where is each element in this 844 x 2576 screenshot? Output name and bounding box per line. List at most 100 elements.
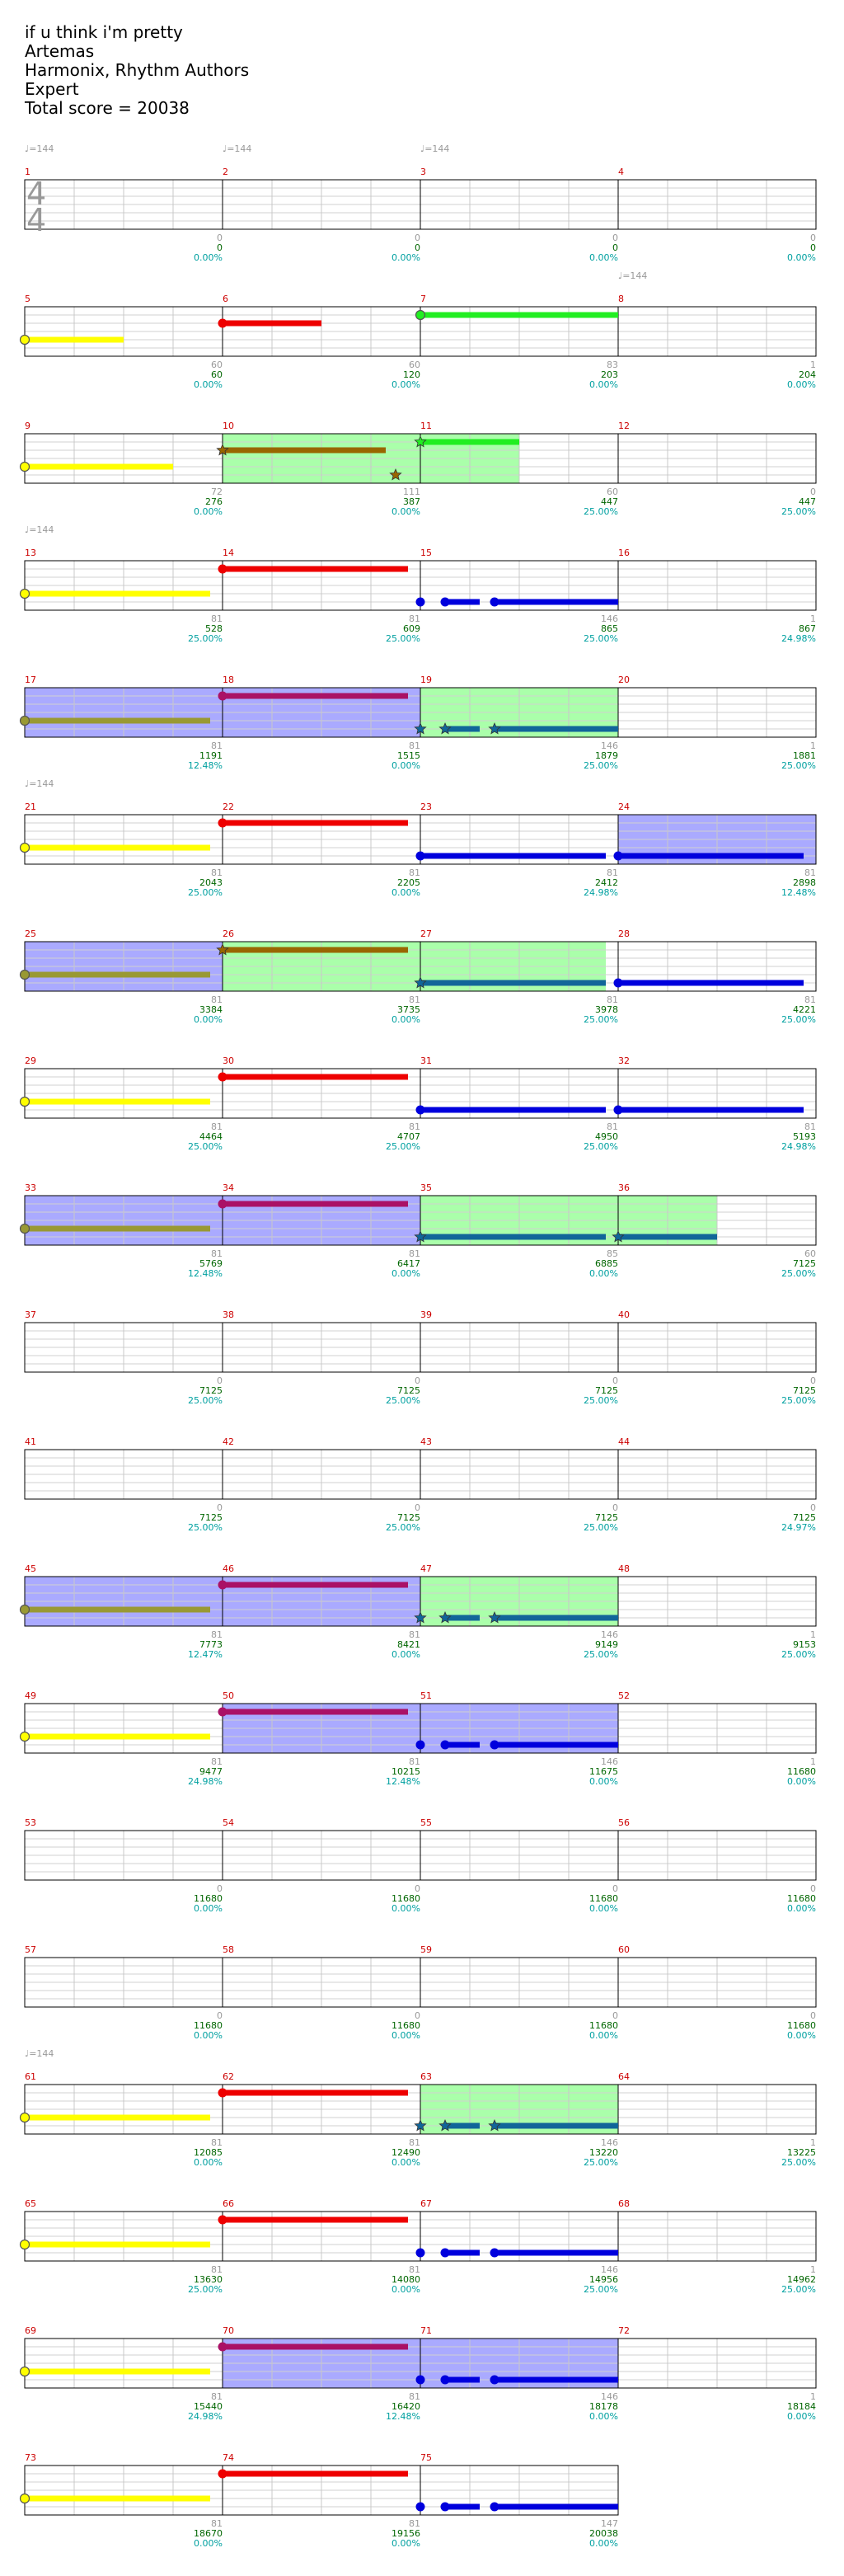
percentage: 25.00% <box>584 506 618 517</box>
measure-number: 34 <box>223 1182 234 1193</box>
percentage: 0.00% <box>392 1014 420 1025</box>
measure-gain: 0 <box>810 1375 816 1386</box>
measure-number: 27 <box>420 928 432 939</box>
staff-border <box>24 941 817 992</box>
measure-gain: 0 <box>217 1883 223 1894</box>
measure-gain: 146 <box>601 613 618 624</box>
percentage: 0.00% <box>392 1903 420 1914</box>
measure-gain: 0 <box>612 1502 618 1513</box>
measure-gain: 146 <box>601 1629 618 1640</box>
cumulative-score: 2412 <box>595 877 618 888</box>
measure-gain: 0 <box>415 1502 420 1513</box>
cumulative-score: 12490 <box>392 2147 420 2158</box>
percentage: 0.00% <box>787 2411 816 2422</box>
measure-gain: 1 <box>810 740 816 751</box>
note-head <box>490 1740 499 1750</box>
note-head <box>19 588 30 599</box>
cumulative-score: 447 <box>799 496 816 507</box>
cumulative-score: 276 <box>205 496 223 507</box>
measure-gain: 81 <box>804 1121 816 1132</box>
staff-border <box>24 1830 817 1881</box>
percentage: 0.00% <box>392 1649 420 1660</box>
cumulative-score: 4950 <box>595 1131 618 1142</box>
time-signature-top: 4 <box>26 176 46 212</box>
cumulative-score: 11680 <box>194 1893 223 1904</box>
percentage: 25.00% <box>188 1141 223 1152</box>
measure-number: 29 <box>25 1055 36 1066</box>
measure-gain: 81 <box>211 1629 223 1640</box>
percentage: 0.00% <box>787 2030 816 2041</box>
measure-number: 56 <box>618 1817 630 1828</box>
measure-gain: 0 <box>810 2010 816 2021</box>
cumulative-score: 3978 <box>595 1004 618 1015</box>
percentage: 0.00% <box>194 2030 223 2041</box>
measure-number: 30 <box>223 1055 234 1066</box>
measure-gain: 0 <box>217 1502 223 1513</box>
note-head <box>19 969 30 980</box>
cumulative-score: 0 <box>810 242 816 253</box>
note-head <box>19 461 30 472</box>
cumulative-score: 7125 <box>793 1385 816 1396</box>
note-head <box>613 978 623 988</box>
percentage: 25.00% <box>781 760 816 771</box>
measure-gain: 0 <box>810 233 816 243</box>
measure-gain: 81 <box>409 994 420 1005</box>
cumulative-score: 15440 <box>194 2401 223 2412</box>
measure-gain: 0 <box>612 2010 618 2021</box>
percentage: 25.00% <box>584 760 618 771</box>
measure-number: 72 <box>618 2325 630 2336</box>
measure-gain: 0 <box>415 2010 420 2021</box>
cumulative-score: 60 <box>211 369 223 380</box>
star-note <box>438 2118 452 2132</box>
measure-number: 10 <box>223 421 234 431</box>
measure-number: 37 <box>25 1309 36 1320</box>
percentage: 12.48% <box>386 1776 420 1787</box>
measure-gain: 81 <box>804 994 816 1005</box>
measure-number: 62 <box>223 2071 234 2082</box>
cumulative-score: 13225 <box>787 2147 816 2158</box>
measure-gain: 81 <box>409 867 420 878</box>
measure-gain: 0 <box>810 1883 816 1894</box>
measure-gain: 1 <box>810 2391 816 2402</box>
measure-number: 38 <box>223 1309 234 1320</box>
cumulative-score: 7125 <box>397 1512 420 1523</box>
note-head <box>440 2502 450 2512</box>
measure-gain: 81 <box>409 1629 420 1640</box>
staff-border <box>24 179 817 230</box>
note-head <box>415 851 425 861</box>
percentage: 25.00% <box>188 887 223 898</box>
staff-border <box>24 1576 817 1627</box>
cumulative-score: 7773 <box>199 1639 223 1650</box>
measure-number: 53 <box>25 1817 36 1828</box>
note-head <box>490 597 499 607</box>
percentage: 0.00% <box>787 252 816 263</box>
measure-gain: 81 <box>409 1121 420 1132</box>
measure-number: 1 <box>25 167 30 177</box>
measure-number: 70 <box>223 2325 234 2336</box>
measure-number: 52 <box>618 1690 630 1701</box>
note-head <box>218 1707 227 1717</box>
percentage: 0.00% <box>589 379 618 390</box>
cumulative-score: 867 <box>799 623 816 634</box>
measure-number: 8 <box>618 294 624 304</box>
percentage: 25.00% <box>386 633 420 644</box>
measure-gain: 146 <box>601 2264 618 2275</box>
measure-number: 68 <box>618 2198 630 2209</box>
percentage: 0.00% <box>392 379 420 390</box>
staff-border <box>24 687 817 738</box>
percentage: 24.98% <box>188 1776 223 1787</box>
cumulative-score: 18670 <box>194 2528 223 2539</box>
staff-border <box>24 1322 817 1373</box>
note-head <box>19 2239 30 2250</box>
measure-number: 73 <box>25 2452 36 2463</box>
cumulative-score: 14962 <box>787 2274 816 2285</box>
cumulative-score: 11680 <box>392 2020 420 2031</box>
measure-number: 42 <box>223 1436 234 1447</box>
percentage: 0.00% <box>194 1014 223 1025</box>
percentage: 25.00% <box>584 2284 618 2295</box>
measure-gain: 0 <box>217 1375 223 1386</box>
note-head <box>218 2342 227 2352</box>
percentage: 0.00% <box>392 2157 420 2168</box>
percentage: 25.00% <box>584 2157 618 2168</box>
measure-gain: 81 <box>211 1121 223 1132</box>
